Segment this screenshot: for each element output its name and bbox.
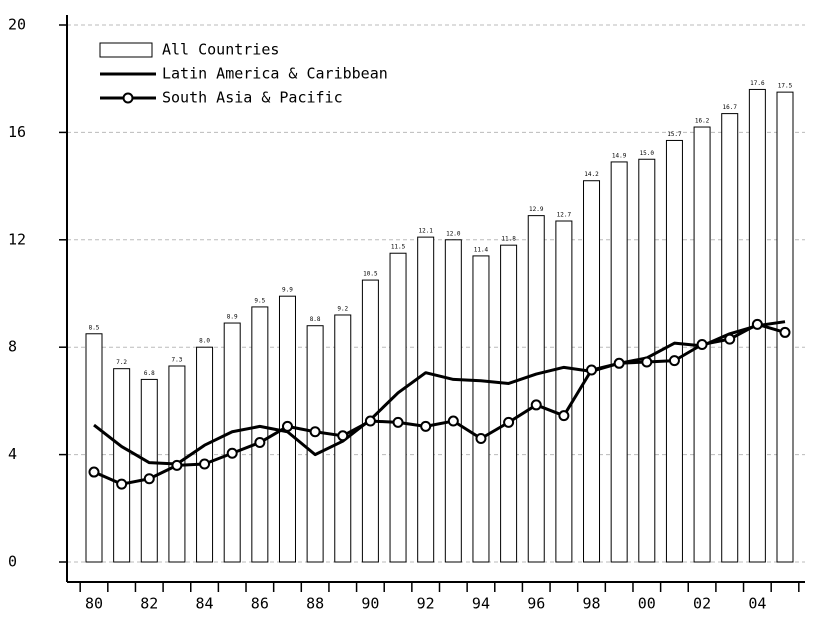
bar: [196, 346, 214, 563]
x-tick-label: 84: [196, 595, 214, 613]
x-tick-label: 96: [527, 595, 545, 613]
y-tick-label: 0: [8, 553, 17, 571]
marker: [116, 478, 128, 490]
value-label: 11.5: [391, 244, 406, 251]
marker: [364, 415, 376, 427]
marker: [143, 473, 155, 485]
y-tick-label: 16: [8, 123, 26, 141]
value-label: 8.5: [89, 324, 100, 331]
bar: [306, 325, 324, 563]
marker: [586, 364, 598, 376]
marker: [668, 355, 680, 367]
value-label: 9.9: [282, 287, 293, 294]
bar: [665, 139, 683, 563]
bar: [555, 220, 573, 563]
value-label: 15.7: [667, 131, 682, 138]
marker: [751, 318, 763, 330]
legend-label: All Countries: [162, 41, 279, 59]
value-label: 11.4: [474, 246, 489, 253]
y-tick-label: 12: [8, 230, 26, 248]
line: [93, 320, 786, 466]
x-tick-label: 90: [361, 595, 379, 613]
marker: [420, 420, 432, 432]
bar: [500, 244, 518, 563]
x-tick-label: 02: [693, 595, 711, 613]
value-label: 12.1: [418, 228, 433, 235]
value-label: 6.8: [144, 370, 155, 377]
marker: [530, 399, 542, 411]
x-tick-label: 80: [85, 595, 103, 613]
value-label: 12.0: [446, 230, 461, 237]
marker: [779, 326, 791, 338]
value-label: 8.9: [227, 314, 238, 321]
value-label: 16.7: [722, 104, 737, 111]
marker: [171, 459, 183, 471]
y-tick-label: 20: [8, 16, 26, 34]
legend-label: South Asia & Pacific: [162, 89, 343, 107]
value-label: 11.8: [501, 236, 516, 243]
bar: [444, 239, 462, 563]
bar: [472, 255, 490, 563]
value-label: 7.2: [116, 359, 127, 366]
value-label: 16.2: [695, 118, 710, 125]
value-label: 7.3: [171, 356, 182, 363]
marker: [724, 333, 736, 345]
legend-marker: [122, 92, 134, 104]
bar: [417, 236, 435, 563]
x-tick-label: 04: [748, 595, 766, 613]
value-label: 10.5: [363, 271, 378, 278]
value-label: 8.8: [310, 316, 321, 323]
marker: [475, 432, 487, 444]
value-label: 9.2: [337, 305, 348, 312]
bar: [85, 333, 103, 563]
bar: [113, 368, 131, 563]
bar: [223, 322, 241, 563]
bar: [527, 215, 545, 563]
marker: [696, 339, 708, 351]
value-label: 14.9: [612, 152, 627, 159]
marker: [613, 357, 625, 369]
marker: [226, 447, 238, 459]
value-label: 17.5: [778, 83, 793, 90]
marker: [558, 410, 570, 422]
y-tick-label: 4: [8, 445, 17, 463]
value-label: 8.0: [199, 338, 210, 345]
value-label: 9.5: [254, 297, 265, 304]
y-tick-label: 8: [8, 338, 17, 356]
x-tick-label: 00: [638, 595, 656, 613]
marker: [199, 458, 211, 470]
value-label: 17.6: [750, 80, 765, 87]
bar: [140, 378, 158, 563]
marker: [447, 415, 459, 427]
marker: [309, 426, 321, 438]
x-tick-label: 86: [251, 595, 269, 613]
value-label: 15.0: [640, 150, 655, 157]
x-tick-label: 92: [417, 595, 435, 613]
value-label: 12.9: [529, 206, 544, 213]
marker: [641, 356, 653, 368]
x-tick-label: 98: [582, 595, 600, 613]
marker: [254, 437, 266, 449]
marker: [392, 416, 404, 428]
x-tick-label: 94: [472, 595, 490, 613]
bar: [389, 252, 407, 563]
legend-swatch: [99, 42, 153, 58]
marker: [281, 420, 293, 432]
value-label: 14.2: [584, 171, 599, 178]
x-tick-label: 82: [140, 595, 158, 613]
x-tick-label: 88: [306, 595, 324, 613]
legend-label: Latin America & Caribbean: [162, 65, 388, 83]
value-label: 12.7: [557, 212, 572, 219]
marker: [503, 416, 515, 428]
marker: [337, 430, 349, 442]
bar: [251, 306, 269, 563]
marker: [88, 466, 100, 478]
